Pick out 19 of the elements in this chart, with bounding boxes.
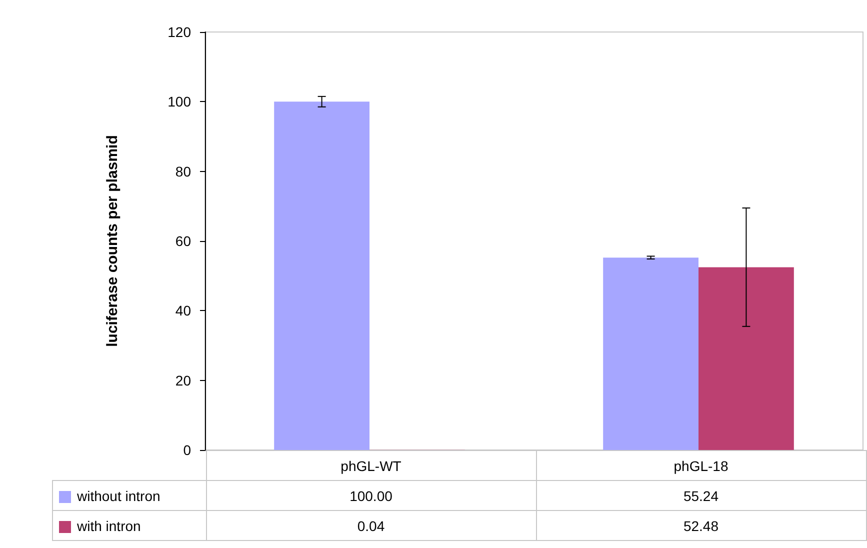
y-tick-label: 120 <box>168 24 192 40</box>
data-label: 55.24 <box>536 480 866 510</box>
y-tick-label: 60 <box>175 233 192 249</box>
y-tick-label: 80 <box>175 163 192 180</box>
bar <box>603 258 698 450</box>
y-axis-title: luciferase counts per plasmid <box>104 135 121 347</box>
data-label: 100.00 <box>206 480 536 510</box>
y-tick-label: 20 <box>175 372 192 388</box>
y-tick-label: 100 <box>168 94 192 110</box>
x-tick-label: phGL-WT <box>206 450 536 480</box>
y-tick-label: 40 <box>175 302 192 319</box>
data-label: 52.48 <box>536 510 866 540</box>
legend-label: without intron <box>52 480 206 510</box>
y-tick-label: 0 <box>183 442 192 458</box>
x-tick-label: phGL-18 <box>536 450 866 480</box>
data-label: 0.04 <box>206 510 536 540</box>
legend-label: with intron <box>52 510 206 540</box>
bar <box>698 267 794 450</box>
bar <box>274 102 370 450</box>
